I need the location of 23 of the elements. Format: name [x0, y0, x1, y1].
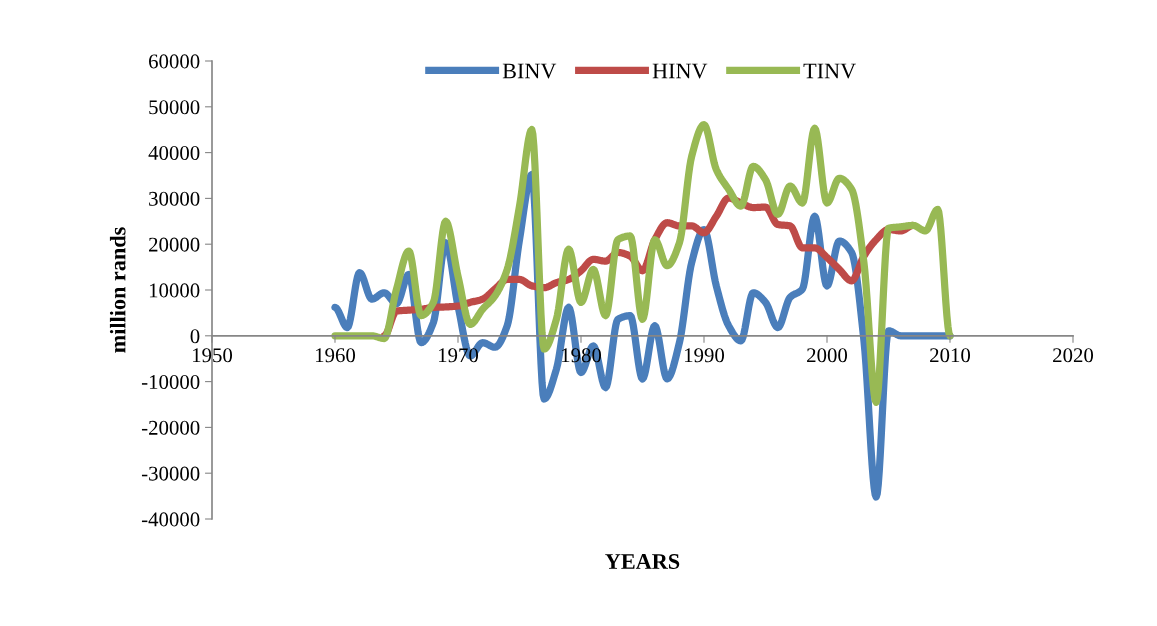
- y-tick-label: 30000: [149, 191, 200, 206]
- x-tick-label: 1990: [685, 348, 725, 363]
- x-tick-label: 1970: [439, 348, 479, 363]
- x-tick-label: 1950: [193, 348, 233, 363]
- y-tick-label: 0: [190, 329, 200, 344]
- y-tick-label: 50000: [149, 100, 200, 115]
- y-tick-label: -20000: [141, 420, 200, 435]
- y-axis-title: million rands: [109, 227, 126, 353]
- y-tick-label: -30000: [141, 466, 200, 481]
- y-tick-label: -40000: [141, 512, 200, 527]
- x-tick-label: 2010: [930, 348, 971, 363]
- x-tick-label: 1960: [316, 348, 356, 363]
- y-tick-label: 40000: [148, 145, 200, 161]
- legend-label: BINV: [502, 63, 557, 79]
- x-tick-label: 2020: [1053, 348, 1094, 363]
- y-tick-label: -10000: [141, 374, 200, 390]
- y-tick-label: 10000: [149, 283, 200, 298]
- x-axis-title: YEARS: [605, 554, 680, 569]
- x-tick-label: 2000: [807, 348, 848, 363]
- legend-label: HINV: [652, 63, 708, 79]
- y-tick-label: 20000: [149, 237, 200, 252]
- y-tick-label: 60000: [149, 54, 200, 69]
- legend-label: TINV: [803, 63, 856, 79]
